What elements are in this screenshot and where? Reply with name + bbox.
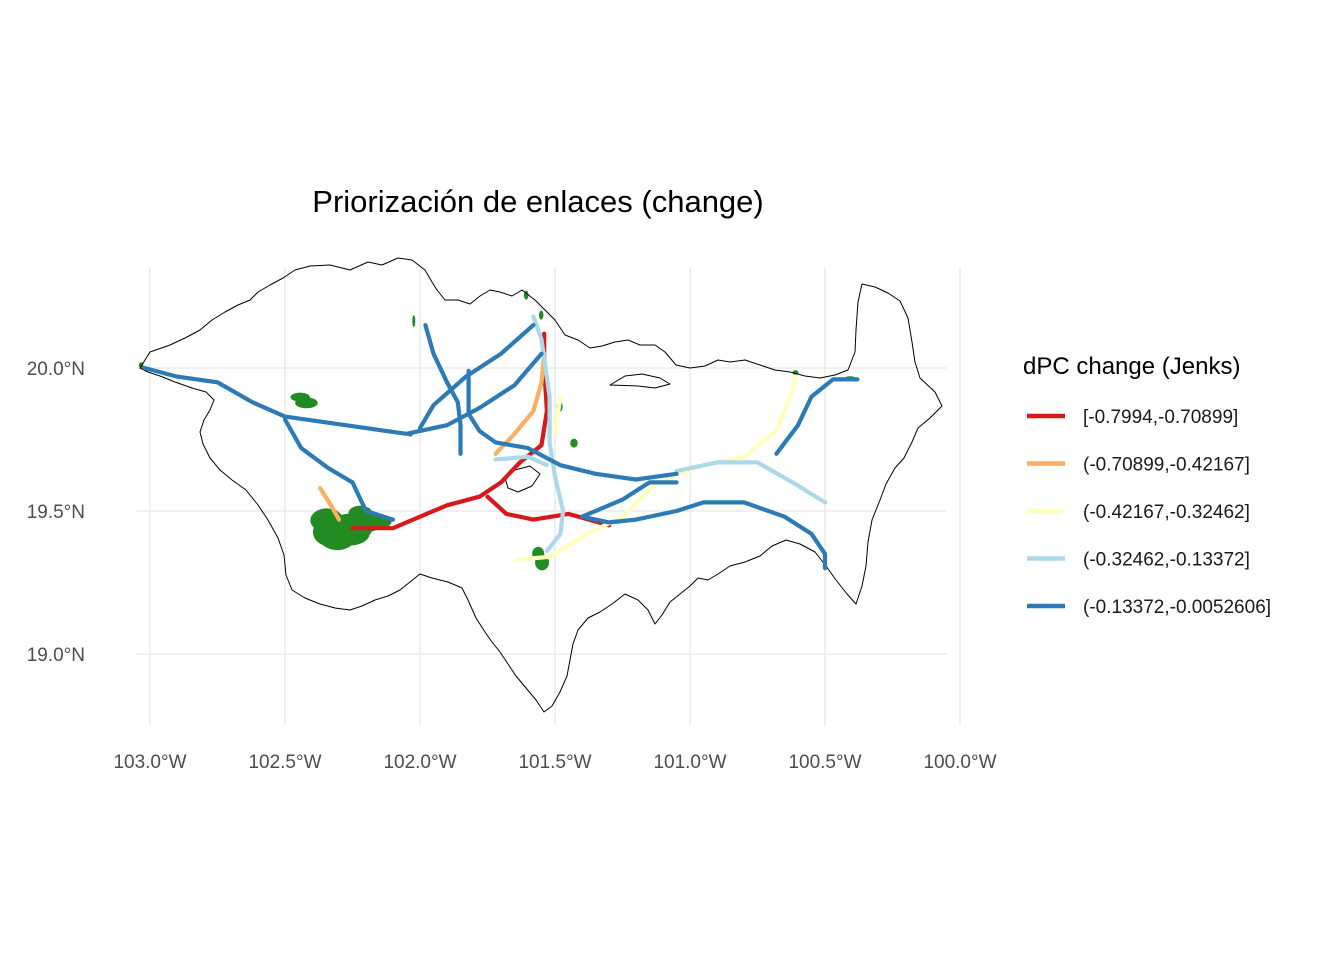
x-tick-label: 102.0°W	[383, 752, 456, 773]
legend-items: [-0.7994,-0.70899] (-0.70899,-0.42167] (-0…	[1027, 407, 1271, 618]
legend-label: (-0.13372,-0.0052606]	[1083, 597, 1271, 618]
x-axis: 103.0°W 102.5°W 102.0°W 101.5°W 101.0°W 100.5…	[113, 752, 996, 773]
link-route-class-4	[417, 323, 536, 431]
habitat-patch	[570, 438, 578, 448]
x-tick-label: 101.0°W	[653, 752, 726, 773]
link-route-class-1	[493, 351, 547, 456]
link-route-class-4	[774, 377, 860, 456]
habitat-patches	[138, 290, 857, 571]
y-tick-label: 20.0°N	[27, 359, 85, 380]
boundary-inner-loop	[609, 373, 671, 389]
x-tick-label: 101.5°W	[518, 752, 591, 773]
y-tick-label: 19.0°N	[27, 645, 85, 666]
y-tick-label: 19.5°N	[27, 502, 85, 523]
chart-title: Priorización de enlaces (change)	[312, 184, 763, 219]
link-route-class-4	[282, 417, 396, 522]
link-route-class-2	[552, 394, 563, 436]
gridlines	[136, 267, 961, 726]
link-route-class-3	[674, 460, 828, 505]
legend-label: [-0.7994,-0.70899]	[1083, 407, 1238, 428]
study-area-boundary	[139, 257, 943, 713]
link-route-class-4	[579, 480, 828, 571]
link-route-class-3	[493, 454, 549, 468]
link-route-class-0	[350, 331, 549, 531]
boundary-inner-island	[504, 465, 541, 493]
habitat-patch	[412, 315, 416, 328]
legend: dPC change (Jenks) [-0.7994,-0.70899] (-0…	[1023, 353, 1271, 618]
x-tick-label: 100.0°W	[923, 752, 996, 773]
legend-label: (-0.70899,-0.42167]	[1083, 455, 1250, 476]
legend-label: (-0.42167,-0.32462]	[1083, 502, 1250, 523]
priority-links	[142, 314, 860, 571]
x-tick-label: 100.5°W	[788, 752, 861, 773]
link-route-class-2	[515, 374, 798, 562]
habitat-patch	[295, 397, 318, 409]
legend-label: (-0.32462,-0.13372]	[1083, 550, 1250, 571]
habitat-patch	[538, 310, 544, 320]
x-tick-label: 102.5°W	[248, 752, 321, 773]
boundary-outline	[139, 257, 943, 713]
link-route-class-4	[423, 323, 463, 456]
link-route-class-4	[466, 368, 679, 482]
link-route-class-1	[318, 486, 342, 522]
y-axis: 20.0°N 19.5°N 19.0°N	[27, 359, 85, 666]
legend-title: dPC change (Jenks)	[1023, 353, 1240, 380]
x-tick-label: 103.0°W	[113, 752, 186, 773]
link-route-class-4	[142, 351, 544, 436]
